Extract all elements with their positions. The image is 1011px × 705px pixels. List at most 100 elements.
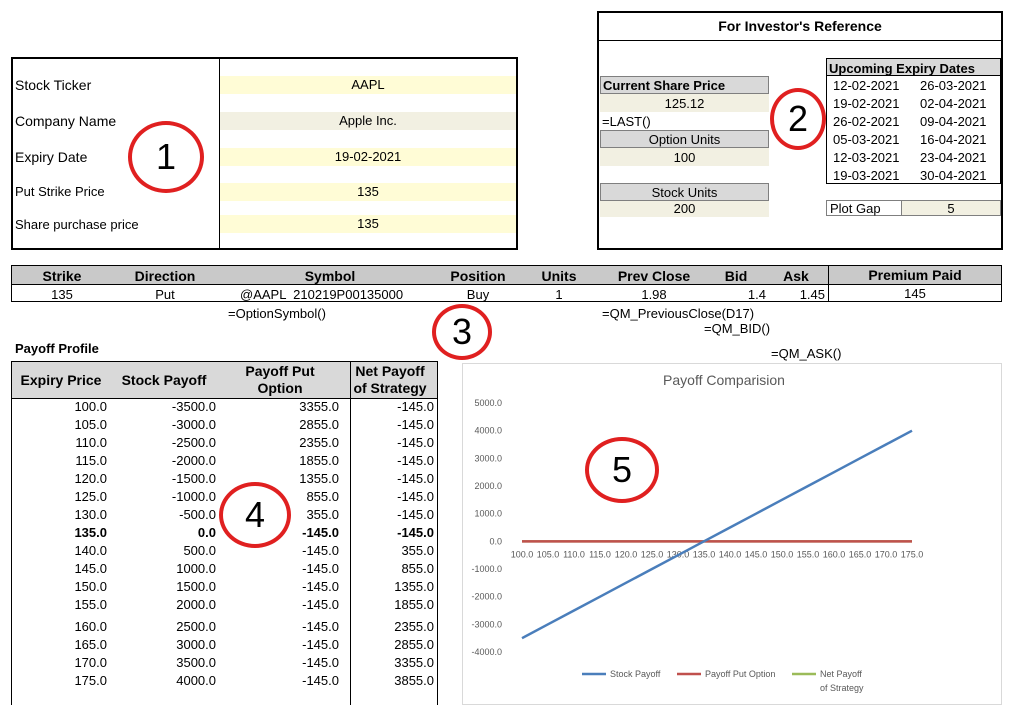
marker-4: 4 — [219, 482, 291, 548]
net-payoff-cell[interactable]: 1355.0 — [394, 579, 434, 594]
net-payoff-cell[interactable]: -145.0 — [397, 417, 434, 432]
net-payoff-cell[interactable]: -145.0 — [397, 507, 434, 522]
expiry-price-cell[interactable]: 165.0 — [74, 637, 107, 652]
put-payoff-cell[interactable]: -145.0 — [302, 673, 339, 688]
stock-payoff-cell[interactable]: 1000.0 — [176, 561, 216, 576]
stock-payoff-cell[interactable]: -1000.0 — [171, 489, 216, 504]
expiry-price-cell[interactable]: 135.0 — [74, 525, 107, 540]
put-payoff-cell[interactable]: 1855.0 — [299, 453, 339, 468]
cell-units[interactable]: 1 — [555, 287, 563, 302]
plot-gap-value[interactable]: 5 — [947, 201, 955, 216]
col-header-ask: Ask — [783, 268, 809, 284]
net-payoff-cell[interactable]: -145.0 — [397, 489, 434, 504]
net-payoff-cell[interactable]: 2355.0 — [394, 619, 434, 634]
put-payoff-cell[interactable]: -145.0 — [302, 637, 339, 652]
put-payoff-cell[interactable]: 2355.0 — [299, 435, 339, 450]
stock-payoff-cell[interactable]: -500.0 — [179, 507, 216, 522]
payoff-header-expiry-price: Expiry Price — [20, 372, 102, 388]
stock-payoff-cell[interactable]: 2500.0 — [176, 619, 216, 634]
stock-info-divider — [219, 59, 220, 248]
expiry-price-cell[interactable]: 110.0 — [75, 435, 107, 450]
net-payoff-cell[interactable]: -145.0 — [397, 399, 434, 414]
put-payoff-cell[interactable]: -145.0 — [302, 561, 339, 576]
net-payoff-cell[interactable]: 355.0 — [401, 543, 434, 558]
net-payoff-cell[interactable]: -145.0 — [397, 471, 434, 486]
current-share-price-value[interactable]: 125.12 — [664, 96, 705, 111]
payoff-profile-title: Payoff Profile — [15, 341, 99, 356]
put-payoff-cell[interactable]: 355.0 — [306, 507, 339, 522]
stock-payoff-cell[interactable]: 3000.0 — [176, 637, 216, 652]
expiry-price-cell[interactable]: 130.0 — [74, 507, 107, 522]
expiry-price-cell[interactable]: 140.0 — [74, 543, 107, 558]
expiry-price-cell[interactable]: 150.0 — [74, 579, 107, 594]
expiry-price-cell[interactable]: 175.0 — [74, 673, 107, 688]
put-payoff-cell[interactable]: 1355.0 — [299, 471, 339, 486]
net-payoff-cell[interactable]: 3355.0 — [394, 655, 434, 670]
stock-payoff-cell[interactable]: 500.0 — [183, 543, 216, 558]
expiry-date-item: 23-04-2021 — [920, 150, 987, 165]
cell-premium-paid[interactable]: 145 — [904, 286, 926, 301]
company-name-value[interactable]: Apple Inc. — [220, 112, 516, 130]
share-purchase-price-value[interactable]: 135 — [220, 215, 516, 233]
expiry-date-item: 12-02-2021 — [833, 78, 900, 93]
stock-ticker-value[interactable]: AAPL — [220, 76, 516, 94]
expiry-price-cell[interactable]: 125.0 — [74, 489, 107, 504]
cell-symbol[interactable]: @AAPL 210219P00135000 — [240, 287, 404, 302]
cell-position[interactable]: Buy — [466, 287, 490, 302]
stock-payoff-cell[interactable]: -3500.0 — [171, 399, 216, 414]
cell-strike[interactable]: 135 — [51, 287, 73, 302]
net-payoff-cell[interactable]: 1855.0 — [394, 597, 434, 612]
stock-payoff-cell[interactable]: 0.0 — [197, 525, 216, 540]
expiry-price-cell[interactable]: 105.0 — [74, 417, 107, 432]
cell-direction[interactable]: Put — [155, 287, 175, 302]
expiry-price-cell[interactable]: 100.0 — [74, 399, 107, 414]
expiry-price-cell[interactable]: 120.0 — [74, 471, 107, 486]
formula-bid: =QM_BID() — [704, 321, 771, 336]
cell-ask[interactable]: 1.45 — [799, 287, 825, 302]
expiry-date-label: Expiry Date — [15, 149, 88, 165]
put-payoff-cell[interactable]: -145.0 — [302, 525, 339, 540]
expiry-price-cell[interactable]: 155.0 — [74, 597, 107, 612]
legend-label: Net Payoff — [820, 669, 862, 679]
put-payoff-cell[interactable]: -145.0 — [302, 655, 339, 670]
put-payoff-cell[interactable]: 3355.0 — [299, 399, 339, 414]
stock-payoff-cell[interactable]: -2500.0 — [171, 435, 216, 450]
expiry-date-value[interactable]: 19-02-2021 — [220, 148, 516, 166]
stock-payoff-cell[interactable]: 2000.0 — [176, 597, 216, 612]
stock-units-value[interactable]: 200 — [673, 201, 696, 216]
stock-payoff-cell[interactable]: -2000.0 — [171, 453, 216, 468]
expiry-price-cell[interactable]: 145.0 — [74, 561, 107, 576]
table-row: 105.0 -3000.0 2855.0 -145.0 — [12, 416, 436, 434]
y-tick-label: -1000.0 — [471, 564, 502, 574]
put-payoff-cell[interactable]: 855.0 — [306, 489, 339, 504]
payoff-header-put-option: Payoff Put Option — [245, 363, 315, 396]
net-payoff-cell[interactable]: 855.0 — [401, 561, 434, 576]
net-payoff-cell[interactable]: -145.0 — [397, 453, 434, 468]
option-units-value[interactable]: 100 — [673, 150, 696, 165]
cell-bid[interactable]: 1.4 — [747, 287, 766, 302]
expiry-price-cell[interactable]: 160.0 — [74, 619, 107, 634]
put-payoff-cell[interactable]: 2855.0 — [299, 417, 339, 432]
put-payoff-cell[interactable]: -145.0 — [302, 579, 339, 594]
put-payoff-cell[interactable]: -145.0 — [302, 597, 339, 612]
stock-payoff-cell[interactable]: 1500.0 — [176, 579, 216, 594]
cell-prev-close[interactable]: 1.98 — [641, 287, 667, 302]
expiry-price-cell[interactable]: 115.0 — [75, 453, 107, 468]
y-tick-label: -4000.0 — [471, 647, 502, 657]
stock-payoff-cell[interactable]: -3000.0 — [171, 417, 216, 432]
expiry-price-cell[interactable]: 170.0 — [74, 655, 107, 670]
x-tick-label: 115.0 — [589, 549, 611, 559]
option-units-header — [600, 130, 769, 148]
stock-payoff-cell[interactable]: -1500.0 — [171, 471, 216, 486]
net-payoff-cell[interactable]: 2855.0 — [394, 637, 434, 652]
net-payoff-cell[interactable]: -145.0 — [397, 525, 434, 540]
put-strike-price-value[interactable]: 135 — [220, 183, 516, 201]
y-tick-label: 5000.0 — [474, 398, 502, 408]
put-payoff-cell[interactable]: -145.0 — [302, 619, 339, 634]
stock-payoff-cell[interactable]: 3500.0 — [176, 655, 216, 670]
net-payoff-cell[interactable]: -145.0 — [397, 435, 434, 450]
put-payoff-cell[interactable]: -145.0 — [302, 543, 339, 558]
stock-payoff-cell[interactable]: 4000.0 — [176, 673, 216, 688]
x-tick-label: 110.0 — [563, 549, 585, 559]
net-payoff-cell[interactable]: 3855.0 — [394, 673, 434, 688]
